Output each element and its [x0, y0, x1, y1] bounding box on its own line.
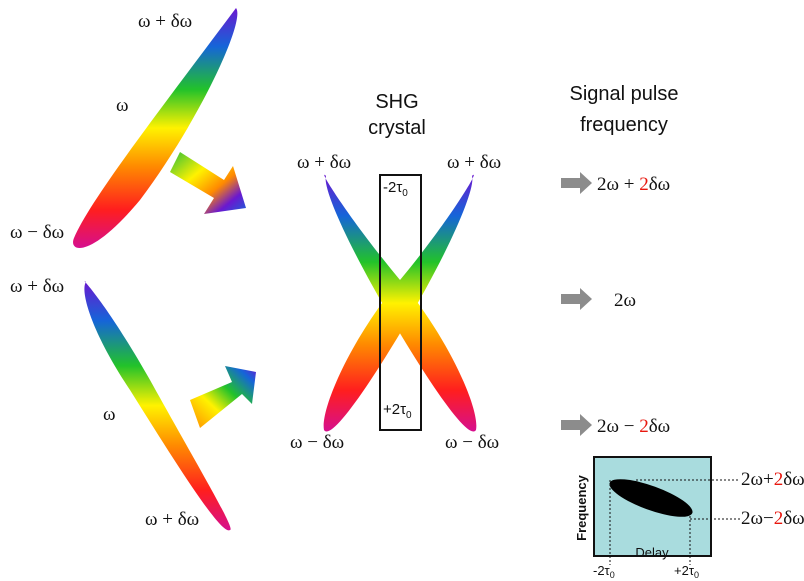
inset-ylabel: Frequency — [574, 474, 589, 541]
inset-freq-low: 2ω−2δω — [741, 508, 804, 529]
shg-crystal — [379, 174, 422, 431]
label-omega-lower: ω — [103, 404, 116, 425]
frog-trace-inset: Frequency Delay -2τ0 +2τ0 2ω+2δω 2ω−2δω — [574, 456, 804, 580]
label-omega-plus-bottom: ω + δω — [145, 509, 199, 530]
crystal-tau-bottom: +2τ0 — [383, 401, 412, 421]
lower-rainbow-arrow — [190, 366, 256, 428]
label-omega-plus-top: ω + δω — [138, 11, 192, 32]
signal-freq-mid: 2ω — [614, 290, 636, 311]
crystal-title-line2: crystal — [368, 117, 426, 139]
crystal-tau-top: -2τ0 — [383, 179, 408, 199]
signal-arrow-low — [561, 414, 592, 436]
inset-freq-high: 2ω+2δω — [741, 469, 804, 490]
inset-xlabel: Delay — [635, 545, 669, 560]
upper-chirped-pulse — [73, 8, 238, 248]
label-omega-plus-left: ω + δω — [10, 276, 64, 297]
crystal-label-upper-right: ω + δω — [447, 152, 501, 173]
signal-header-line2: frequency — [580, 114, 668, 136]
inset-tick-right: +2τ0 — [674, 563, 699, 580]
upper-rainbow-arrow — [170, 152, 246, 214]
label-omega-minus: ω − δω — [10, 222, 64, 243]
signal-arrow-high — [561, 172, 592, 194]
crystal-label-upper-left: ω + δω — [297, 152, 351, 173]
crystal-label-lower-left: ω − δω — [290, 432, 344, 453]
crossing-pulses — [323, 174, 477, 432]
lower-chirped-pulse — [84, 280, 231, 531]
inset-tick-left: -2τ0 — [593, 563, 615, 580]
signal-header-line1: Signal pulse — [570, 83, 679, 105]
signal-freq-low: 2ω − 2δω — [597, 416, 670, 437]
frog-trace-ellipse — [609, 479, 693, 517]
crystal-title-line1: SHG — [375, 91, 418, 113]
signal-freq-high: 2ω + 2δω — [597, 174, 670, 195]
crystal-label-lower-right: ω − δω — [445, 432, 499, 453]
label-omega-upper: ω — [116, 95, 129, 116]
signal-arrow-mid — [561, 288, 592, 310]
